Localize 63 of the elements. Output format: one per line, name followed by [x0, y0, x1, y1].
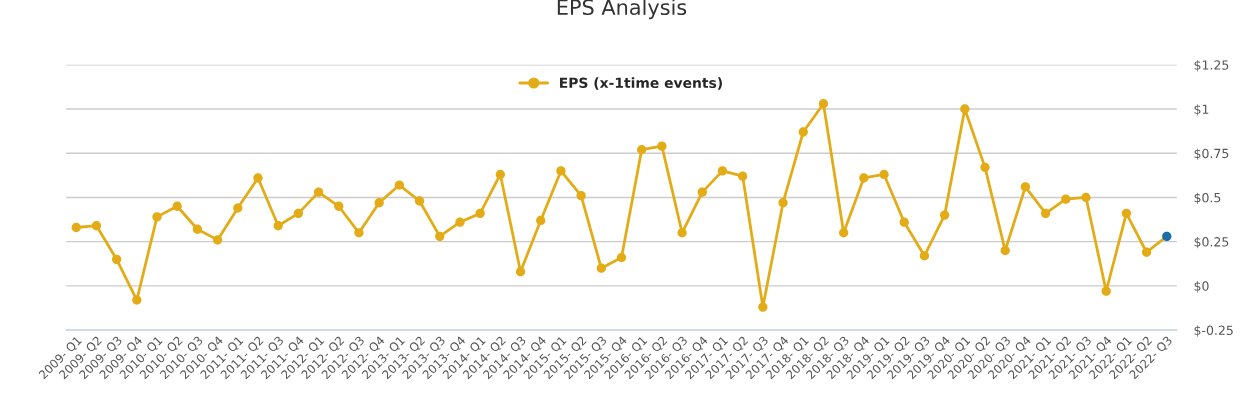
- point: [919, 251, 930, 261]
- point: [1061, 194, 1071, 204]
- point: [414, 196, 425, 206]
- point: [515, 267, 526, 277]
- point: [313, 187, 324, 197]
- y-tick-label: $0.5: [1194, 192, 1221, 205]
- legend-label: EPS (x-1time events): [560, 77, 722, 90]
- y-tick-label: $0.75: [1194, 148, 1229, 160]
- point: [354, 228, 364, 238]
- point: [899, 217, 909, 227]
- point: [616, 252, 627, 263]
- point: [1162, 231, 1172, 241]
- point: [192, 224, 203, 234]
- point: [212, 235, 223, 245]
- point: [475, 208, 485, 219]
- point: [778, 198, 788, 208]
- point: [394, 180, 405, 190]
- y-tick-label: $0: [1194, 281, 1209, 293]
- point: [657, 141, 667, 151]
- point: [859, 173, 869, 183]
- y-tick-label: $0.25: [1194, 236, 1229, 249]
- point: [111, 254, 122, 264]
- point: [536, 215, 546, 226]
- point: [455, 217, 465, 227]
- point: [152, 212, 162, 222]
- point: [1101, 286, 1111, 296]
- point: [738, 171, 748, 181]
- point: [132, 295, 142, 305]
- point: [334, 201, 344, 211]
- point: [596, 263, 606, 273]
- point: [293, 208, 304, 219]
- point: [1141, 247, 1152, 257]
- point: [838, 228, 849, 238]
- point: [495, 169, 505, 180]
- y-tick-label: $-0.25: [1194, 325, 1233, 337]
- point: [1020, 182, 1031, 192]
- point: [960, 104, 970, 114]
- point: [233, 203, 243, 213]
- point: [818, 99, 829, 109]
- point: [717, 166, 728, 176]
- point: [253, 173, 263, 183]
- point: [172, 201, 182, 211]
- point: [374, 198, 384, 208]
- point: [1040, 208, 1051, 219]
- point: [758, 302, 768, 312]
- point: [1121, 208, 1132, 219]
- point: [576, 191, 586, 201]
- point: [435, 231, 445, 241]
- point: [677, 228, 687, 238]
- point: [879, 169, 889, 180]
- point: [980, 162, 990, 173]
- y-tick-label: $1: [1194, 104, 1209, 116]
- y-tick-label: $1.25: [1194, 60, 1229, 72]
- point: [939, 210, 950, 220]
- point: [273, 221, 283, 231]
- point: [798, 127, 808, 137]
- point: [71, 222, 81, 233]
- point: [1081, 192, 1091, 203]
- point: [637, 145, 647, 155]
- point: [697, 187, 707, 197]
- point: [91, 221, 102, 231]
- point: [1000, 245, 1010, 256]
- point: [556, 166, 566, 176]
